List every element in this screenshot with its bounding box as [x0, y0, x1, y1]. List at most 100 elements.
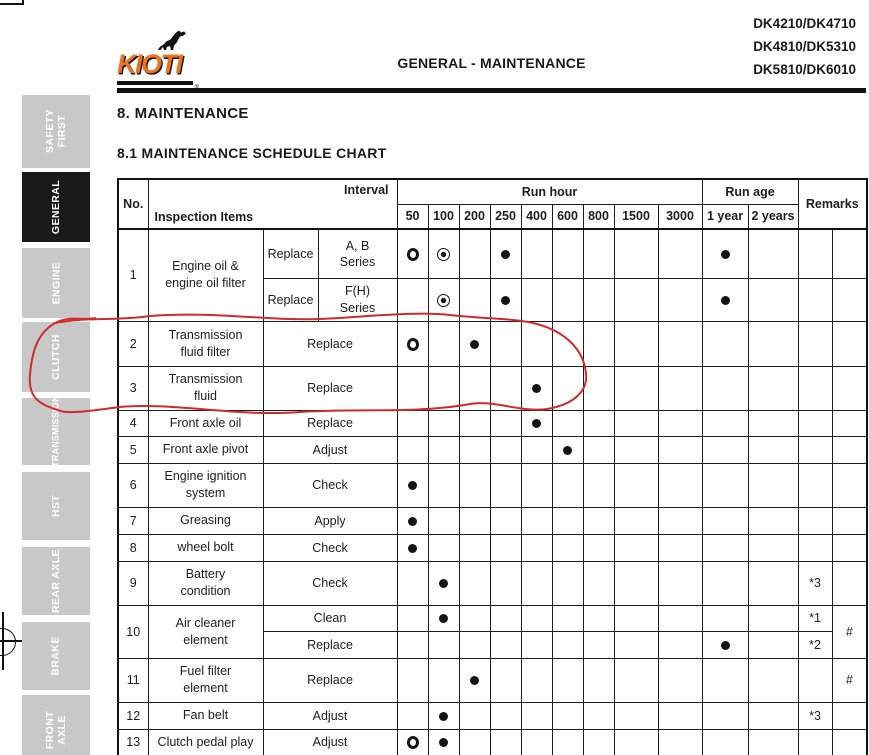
mark-cell	[489, 560, 522, 606]
table-row: 8 wheel bolt Check	[117, 533, 868, 562]
age-header: 1 year	[701, 203, 749, 230]
remark-cell: *3	[797, 701, 833, 730]
remark-cell	[831, 728, 868, 755]
interval-action: Replace	[262, 409, 398, 437]
table-row: 1 Engine oil & engine oil filter Replace…	[117, 228, 868, 322]
mark-cell	[427, 435, 460, 464]
mark-cell	[458, 630, 491, 659]
mark-cell	[747, 277, 799, 322]
table-row: 5 Front axle pivot Adjust	[117, 435, 868, 464]
inspection-item: Fan belt	[147, 701, 264, 730]
inspection-item: Fuel filter element	[147, 657, 264, 703]
mark-cell	[458, 228, 491, 279]
mark-cell	[396, 604, 429, 632]
mark-cell	[657, 277, 703, 322]
mark-cell	[396, 409, 429, 437]
mark-cell	[613, 320, 659, 367]
row-no: 1	[117, 228, 149, 322]
tab-label: ENGINE	[49, 261, 62, 305]
mark-cell	[427, 320, 460, 367]
table-row: 11 Fuel filter element Replace #	[117, 657, 868, 703]
mark-cell	[396, 533, 429, 562]
mark-cell	[551, 701, 584, 730]
mark-cell	[489, 435, 522, 464]
mark-cell	[458, 533, 491, 562]
col-header-run-age: Run age	[701, 178, 799, 205]
remark-cell	[831, 462, 868, 508]
mark-cell	[701, 277, 749, 322]
interval-action: Adjust	[262, 435, 398, 464]
row-no: 12	[117, 701, 149, 730]
row-no: 10	[117, 604, 149, 659]
tab-hst: HST	[22, 472, 90, 540]
mark-cell	[613, 657, 659, 703]
hour-header: 3000	[657, 203, 703, 230]
mark-cell	[396, 728, 429, 755]
mark-cell	[582, 228, 615, 279]
mark-cell	[582, 657, 615, 703]
mark-cell	[396, 320, 429, 367]
interval-action: Replace	[262, 320, 398, 367]
mark-cell	[747, 657, 799, 703]
mark-cell	[427, 462, 460, 508]
hour-header: 100	[427, 203, 460, 230]
inspection-item: Air cleaner element	[147, 604, 264, 659]
mark-cell	[701, 604, 749, 632]
inspection-item: Front axle pivot	[147, 435, 264, 464]
mark-cell	[489, 320, 522, 367]
interval-action: Check	[262, 560, 398, 606]
interval-action: Apply	[262, 506, 398, 535]
mark-cell	[396, 435, 429, 464]
row-no: 9	[117, 560, 149, 606]
mark-cell	[613, 228, 659, 279]
tab-label: BRAKE	[49, 636, 62, 676]
tab-label: HST	[49, 494, 62, 518]
mark-cell	[520, 409, 553, 437]
mark-cell	[458, 701, 491, 730]
mark-cell	[551, 728, 584, 755]
mark-cell	[657, 409, 703, 437]
mark-cell	[582, 604, 615, 632]
col-header-inspection-interval: Interval Inspection Items	[147, 178, 398, 230]
tab-engine: ENGINE	[22, 248, 90, 318]
remark-cell	[797, 409, 833, 437]
mark-cell	[520, 604, 553, 632]
mark-cell	[458, 728, 491, 755]
remark-cell	[831, 435, 868, 464]
mark-cell	[582, 409, 615, 437]
mark-cell	[657, 228, 703, 279]
remark-cell	[797, 462, 833, 508]
tab-label: CLUTCH	[49, 334, 62, 380]
table-row: 4 Front axle oil Replace	[117, 409, 868, 437]
mark-cell	[396, 560, 429, 606]
row-no: 7	[117, 506, 149, 535]
mark-cell	[747, 506, 799, 535]
mark-cell	[657, 533, 703, 562]
interval-action: Adjust	[262, 701, 398, 730]
mark-cell	[520, 435, 553, 464]
header-rule	[117, 88, 866, 93]
col-header-interval: Interval	[344, 183, 389, 197]
series: A, B Series	[317, 228, 398, 279]
registration-mark-vline	[2, 612, 4, 670]
mark-cell	[427, 533, 460, 562]
mark-cell	[458, 657, 491, 703]
remark-cell	[831, 365, 868, 411]
remark-cell	[831, 533, 868, 562]
col-header-no: No.	[117, 178, 149, 230]
row-no: 5	[117, 435, 149, 464]
mark-cell	[489, 728, 522, 755]
hour-header: 200	[458, 203, 491, 230]
mark-cell	[458, 560, 491, 606]
mark-cell	[747, 462, 799, 508]
mark-cell	[396, 462, 429, 508]
mark-cell	[489, 409, 522, 437]
mark-cell	[489, 365, 522, 411]
remark-cell: *3	[797, 560, 833, 606]
mark-cell	[747, 409, 799, 437]
tab-label: GENERAL	[49, 179, 62, 235]
mark-cell	[582, 701, 615, 730]
subsection-heading: 8.1 MAINTENANCE SCHEDULE CHART	[117, 145, 387, 161]
mark-cell	[701, 728, 749, 755]
